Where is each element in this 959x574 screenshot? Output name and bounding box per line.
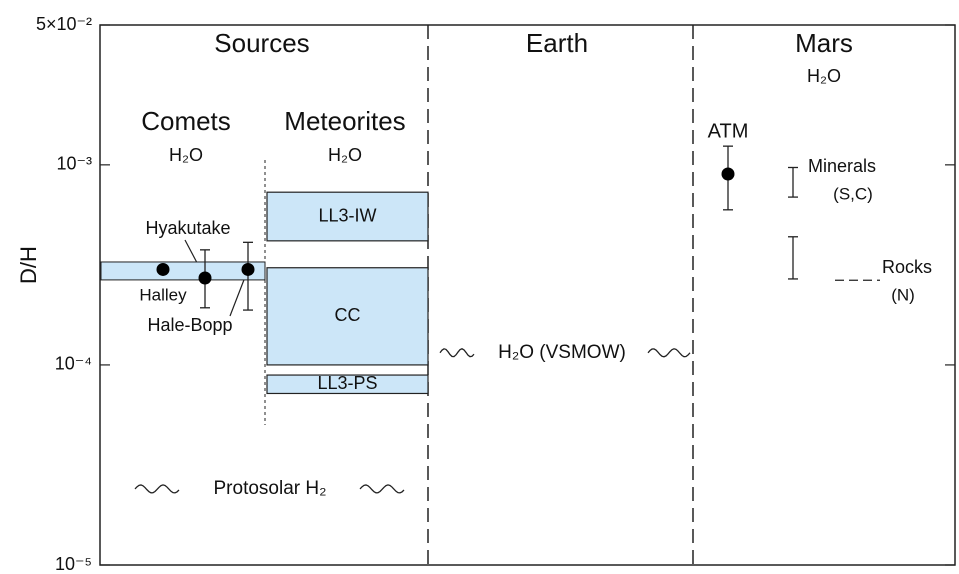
region-title: Sources [214,28,309,58]
group-subtitle: H₂O [169,145,203,165]
reference-label: Protosolar H₂ [214,478,327,499]
group-title: Meteorites [284,106,405,136]
reference-wave [647,348,691,358]
point-label: Halley [139,285,187,304]
reference-wave [134,484,180,494]
data-point [156,262,170,276]
range-box [266,374,429,395]
point-label: ATM [708,120,749,142]
reference-wave [439,348,475,358]
plot-frame [99,24,956,566]
y-tick-label: 10⁻³ [56,154,92,174]
y-tick-label: 10⁻⁴ [55,354,92,374]
point-label: Hyakutake [145,218,230,238]
range-label: Rocks [882,257,932,277]
range-label: Minerals [808,156,876,176]
comet-band [100,261,266,281]
group-title: Comets [141,106,231,136]
range-box [266,267,429,366]
region-subtitle: H₂O [807,66,841,86]
data-point [241,262,255,276]
data-point [198,271,212,285]
reference-label: H₂O (VSMOW) [498,342,626,363]
range-note: (S,C) [833,184,873,203]
y-axis-label: D/H [16,246,41,284]
box-label: CC [335,305,361,325]
range-box [266,191,429,242]
y-tick-label: 10⁻⁵ [55,554,92,574]
data-point [721,167,735,181]
region-title: Mars [795,28,853,58]
region-title: Earth [526,28,588,58]
y-tick-label: 5×10⁻² [36,14,92,34]
box-label: LL3-PS [317,373,377,393]
range-note: (N) [891,285,915,304]
reference-wave [359,484,405,494]
point-label: Hale-Bopp [147,315,232,335]
box-label: LL3-IW [318,205,376,225]
group-subtitle: H₂O [328,145,362,165]
